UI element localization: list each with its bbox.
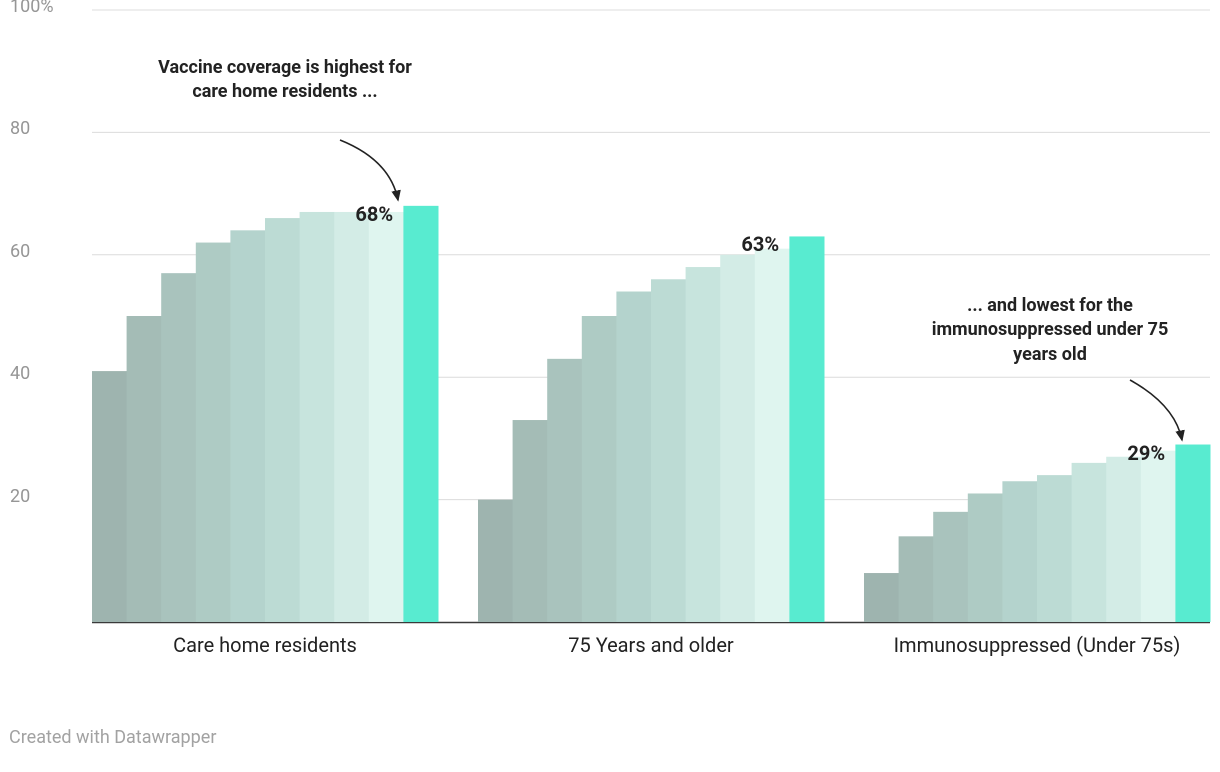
annotation-anno1: Vaccine coverage is highest for care hom… [155,56,415,105]
ytick-80: 80 [10,118,30,139]
category-label-immuno: Immunosuppressed (Under 75s) [890,632,1184,658]
ytick-40: 40 [10,363,30,384]
chart-footer-credit: Created with Datawrapper [9,727,216,748]
final-pct-immuno: 29% [1127,441,1165,465]
ytick-100: 100% [10,0,54,17]
category-label-care_home: Care home residents [118,632,412,658]
ytick-60: 60 [10,241,30,262]
ytick-20: 20 [10,486,30,507]
final-pct-care_home: 68% [355,202,393,226]
vaccine-coverage-chart: 68% Care home residents 63% 75 Years and ol… [0,0,1220,772]
annotation-anno2: ... and lowest for the immunosuppressed … [910,294,1190,367]
final-pct-over75: 63% [741,232,779,256]
category-label-over75: 75 Years and older [504,632,798,658]
